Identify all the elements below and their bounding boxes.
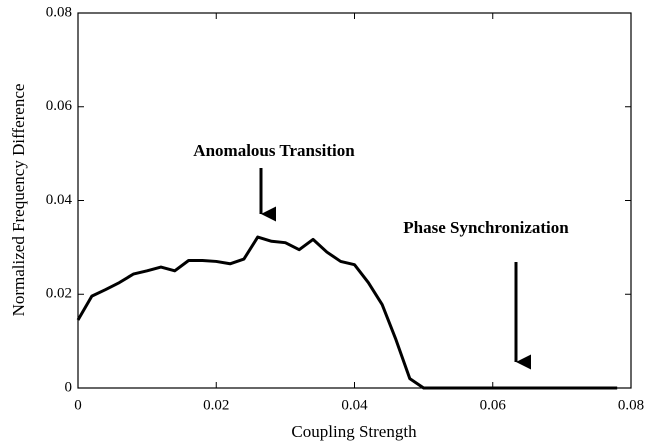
- y-tick-label: 0.02: [46, 286, 72, 302]
- y-tick-label: 0.08: [46, 4, 72, 20]
- y-tick-label: 0.06: [46, 98, 73, 114]
- y-tick-label: 0.04: [46, 192, 73, 208]
- x-tick-label: 0.08: [618, 397, 644, 413]
- annotation: Phase Synchronization: [403, 218, 569, 237]
- y-axis-label: Normalized Frequency Difference: [9, 84, 28, 317]
- plot-frame: [77, 12, 632, 389]
- x-tick-label: 0.04: [341, 397, 368, 413]
- x-axis-label: Coupling Strength: [291, 422, 417, 441]
- annotation: Anomalous Transition: [193, 141, 355, 160]
- x-tick-label: 0.06: [480, 397, 507, 413]
- y-tick-label: 0: [65, 379, 73, 395]
- x-tick-label: 0: [74, 397, 82, 413]
- x-tick-label: 0.02: [203, 397, 229, 413]
- data-line: [76, 235, 618, 390]
